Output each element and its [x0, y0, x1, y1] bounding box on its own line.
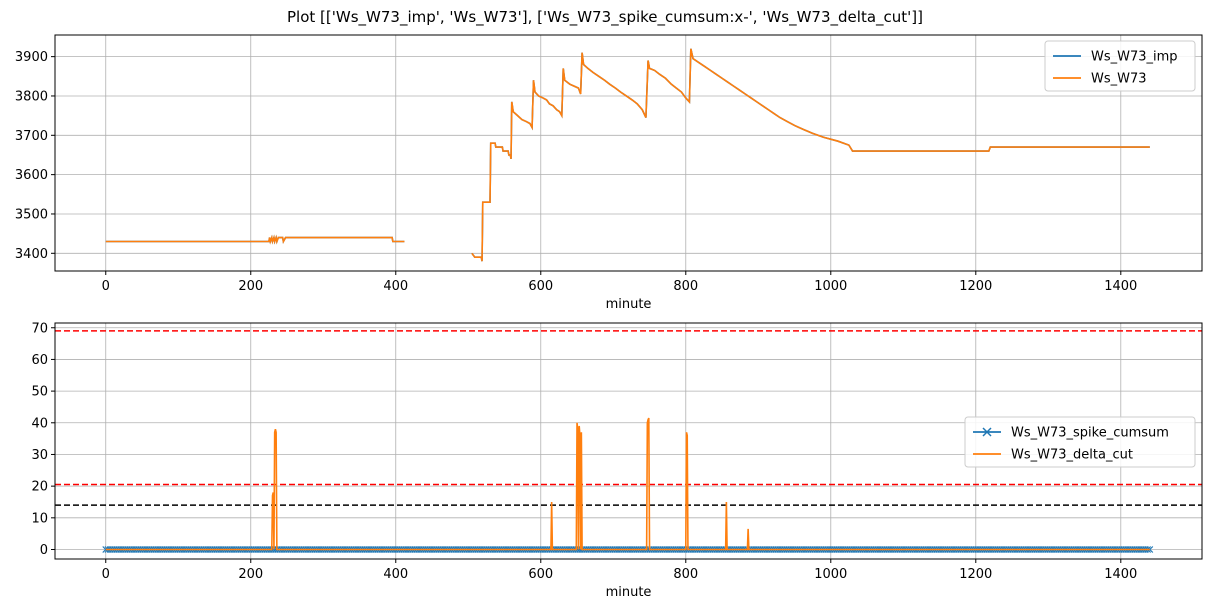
x-tick-label: 1200: [959, 279, 992, 294]
plot-area: [55, 35, 1202, 271]
legend-box: [964, 416, 1196, 468]
x-tick-label: 0: [102, 279, 110, 294]
figure-title: Plot [['Ws_W73_imp', 'Ws_W73'], ['Ws_W73…: [287, 8, 923, 27]
y-tick-label: 10: [31, 511, 48, 526]
y-tick-label: 3400: [15, 247, 48, 262]
x-tick-label: 1200: [959, 567, 992, 582]
axes-frame: [54, 322, 1203, 560]
x-axis-label: minute: [606, 297, 652, 312]
x-tick-label: 800: [673, 279, 698, 294]
series-group: [102, 417, 1154, 553]
y-tick-label: 0: [40, 543, 48, 558]
legend-box: [1044, 40, 1196, 92]
series-group: [105, 48, 1150, 262]
series-line-2: [105, 417, 1150, 551]
legend-marker: [982, 427, 992, 437]
x-axis-label: minute: [606, 585, 652, 600]
chart-panel-1: 0 200 400 600 800 1000 1200 1400 3400 3500 3600 370…: [15, 34, 1203, 312]
y-tick-label: 30: [31, 448, 48, 463]
legend-label: Ws_W73_spike_cumsum: [1011, 426, 1169, 441]
series-line-2: [105, 48, 1150, 262]
x-tick-label: 1400: [1104, 567, 1137, 582]
x-tick-label: 200: [238, 567, 263, 582]
y-tick-label: 50: [31, 385, 48, 400]
x-tick-label: 600: [528, 279, 553, 294]
legend: Ws_W73_imp Ws_W73: [1044, 40, 1196, 92]
y-tick-label: 3500: [15, 207, 48, 222]
y-tick-label: 60: [31, 353, 48, 368]
y-tick-label: 3600: [15, 168, 48, 183]
y-tick-label: 70: [31, 321, 48, 336]
x-tick-label: 400: [383, 567, 408, 582]
y-tick-label: 3800: [15, 89, 48, 104]
legend-label: Ws_W73_delta_cut: [1011, 448, 1133, 463]
legend-label: Ws_W73_imp: [1091, 50, 1178, 65]
y-tick-label: 40: [31, 416, 48, 431]
x-tick-label: 600: [528, 567, 553, 582]
axes-frame: [54, 34, 1203, 272]
x-tick-label: 200: [238, 279, 263, 294]
legend-label: Ws_W73: [1091, 72, 1147, 87]
x-tick-label: 0: [102, 567, 110, 582]
x-tick-label: 400: [383, 279, 408, 294]
x-tick-label: 1000: [814, 567, 847, 582]
y-tick-label: 3700: [15, 129, 48, 144]
x-tick-label: 1400: [1104, 279, 1137, 294]
x-tick-label: 800: [673, 567, 698, 582]
chart-panel-2: 0 200 400 600 800 1000 1200 1400 0 10 20 30 40 50 60 70…: [31, 321, 1203, 600]
y-tick-label: 20: [31, 480, 48, 495]
x-tick-label: 1000: [814, 279, 847, 294]
y-tick-label: 3900: [15, 50, 48, 65]
legend: Ws_W73_spike_cumsum Ws_W73_delta_cut: [964, 416, 1196, 468]
